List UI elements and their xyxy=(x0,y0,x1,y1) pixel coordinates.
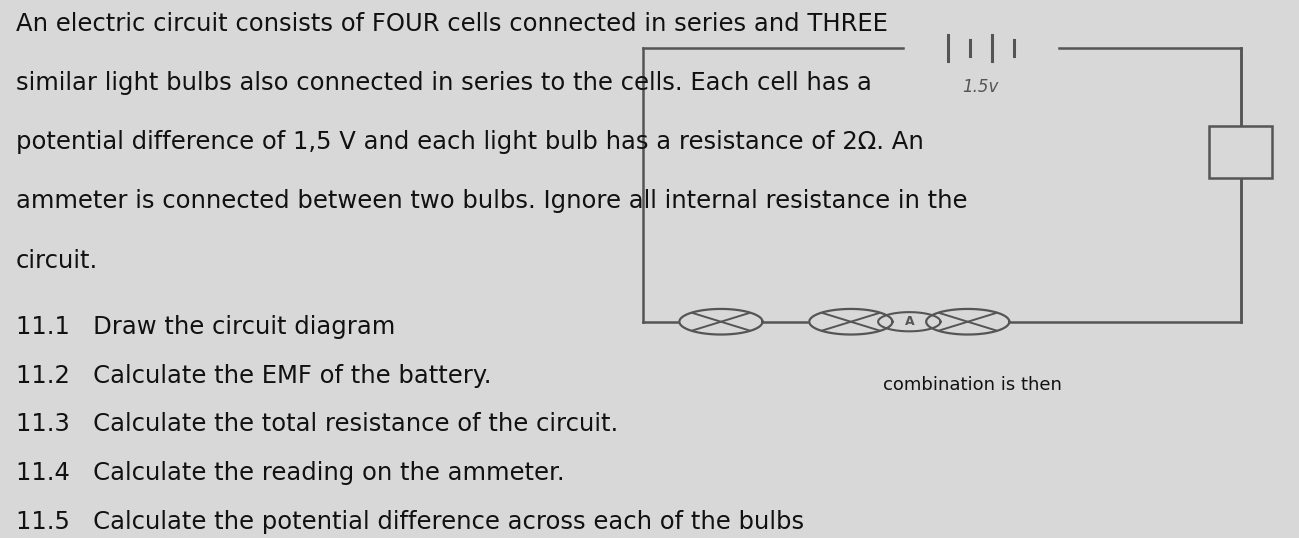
Polygon shape xyxy=(878,312,940,331)
Text: 11.1   Draw the circuit diagram: 11.1 Draw the circuit diagram xyxy=(16,315,395,339)
Text: An electric circuit consists of FOUR cells connected in series and THREE: An electric circuit consists of FOUR cel… xyxy=(16,12,887,36)
Polygon shape xyxy=(926,309,1009,335)
Text: 11.2   Calculate the EMF of the battery.: 11.2 Calculate the EMF of the battery. xyxy=(16,364,491,388)
Text: 11.5   Calculate the potential difference across each of the bulbs: 11.5 Calculate the potential difference … xyxy=(16,510,804,534)
Text: potential difference of 1,5 V and each light bulb has a resistance of 2Ω. An: potential difference of 1,5 V and each l… xyxy=(16,130,924,154)
Text: 11.4   Calculate the reading on the ammeter.: 11.4 Calculate the reading on the ammete… xyxy=(16,461,564,485)
Polygon shape xyxy=(679,309,763,335)
Text: 1.5v: 1.5v xyxy=(963,78,999,96)
FancyBboxPatch shape xyxy=(1209,126,1272,178)
Text: circuit.: circuit. xyxy=(16,249,97,273)
Text: similar light bulbs also connected in series to the cells. Each cell has a: similar light bulbs also connected in se… xyxy=(16,71,872,95)
Polygon shape xyxy=(809,309,892,335)
Text: combination is then: combination is then xyxy=(883,376,1063,394)
Text: A: A xyxy=(904,315,914,328)
Text: ammeter is connected between two bulbs. Ignore all internal resistance in the: ammeter is connected between two bulbs. … xyxy=(16,189,966,214)
Text: 11.3   Calculate the total resistance of the circuit.: 11.3 Calculate the total resistance of t… xyxy=(16,413,618,436)
Text: 2Ω: 2Ω xyxy=(1230,144,1251,159)
